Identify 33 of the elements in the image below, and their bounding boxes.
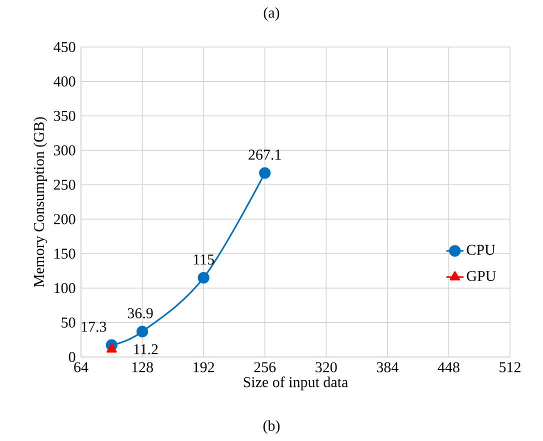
x-tick-label: 384 xyxy=(376,362,398,372)
point xyxy=(136,326,148,338)
y-tick-label: 100 xyxy=(54,283,76,294)
y-axis-title: Memory Consumption (GB) xyxy=(33,117,48,287)
data-label: 11.2 xyxy=(134,344,158,354)
x-tick-label: 512 xyxy=(500,362,520,372)
y-tick-label: 250 xyxy=(54,180,76,190)
x-tick-label: 256 xyxy=(254,362,276,372)
y-tick-label: 400 xyxy=(54,76,76,86)
x-tick-label: 128 xyxy=(132,362,153,372)
text: (a) xyxy=(264,7,280,21)
legend-label: CPU xyxy=(466,244,496,255)
data-label: 17.3 xyxy=(82,322,106,332)
y-tick-label: 200 xyxy=(54,214,76,224)
x-tick-label: 448 xyxy=(438,362,460,372)
x-tick-label: 64 xyxy=(74,362,88,372)
point xyxy=(198,272,210,284)
x-tick-label: 192 xyxy=(194,362,214,372)
data-label: 267.1 xyxy=(248,150,281,160)
y-tick-label: 300 xyxy=(54,145,76,156)
y-tick-label: 350 xyxy=(54,110,76,121)
y-tick-label: 50 xyxy=(62,317,76,328)
point xyxy=(106,343,117,353)
data-label: 115 xyxy=(194,254,214,265)
data-label: 36.9 xyxy=(128,308,153,318)
y-tick-label: 150 xyxy=(54,248,76,259)
legend-label: GPU xyxy=(466,270,496,282)
y-tick-label: 0 xyxy=(68,352,76,362)
text: (b) xyxy=(263,420,280,434)
x-tick-label: 320 xyxy=(316,362,337,372)
x-axis-title: Size of input data xyxy=(244,376,348,390)
y-tick-label: 450 xyxy=(54,42,76,52)
point xyxy=(259,167,271,179)
